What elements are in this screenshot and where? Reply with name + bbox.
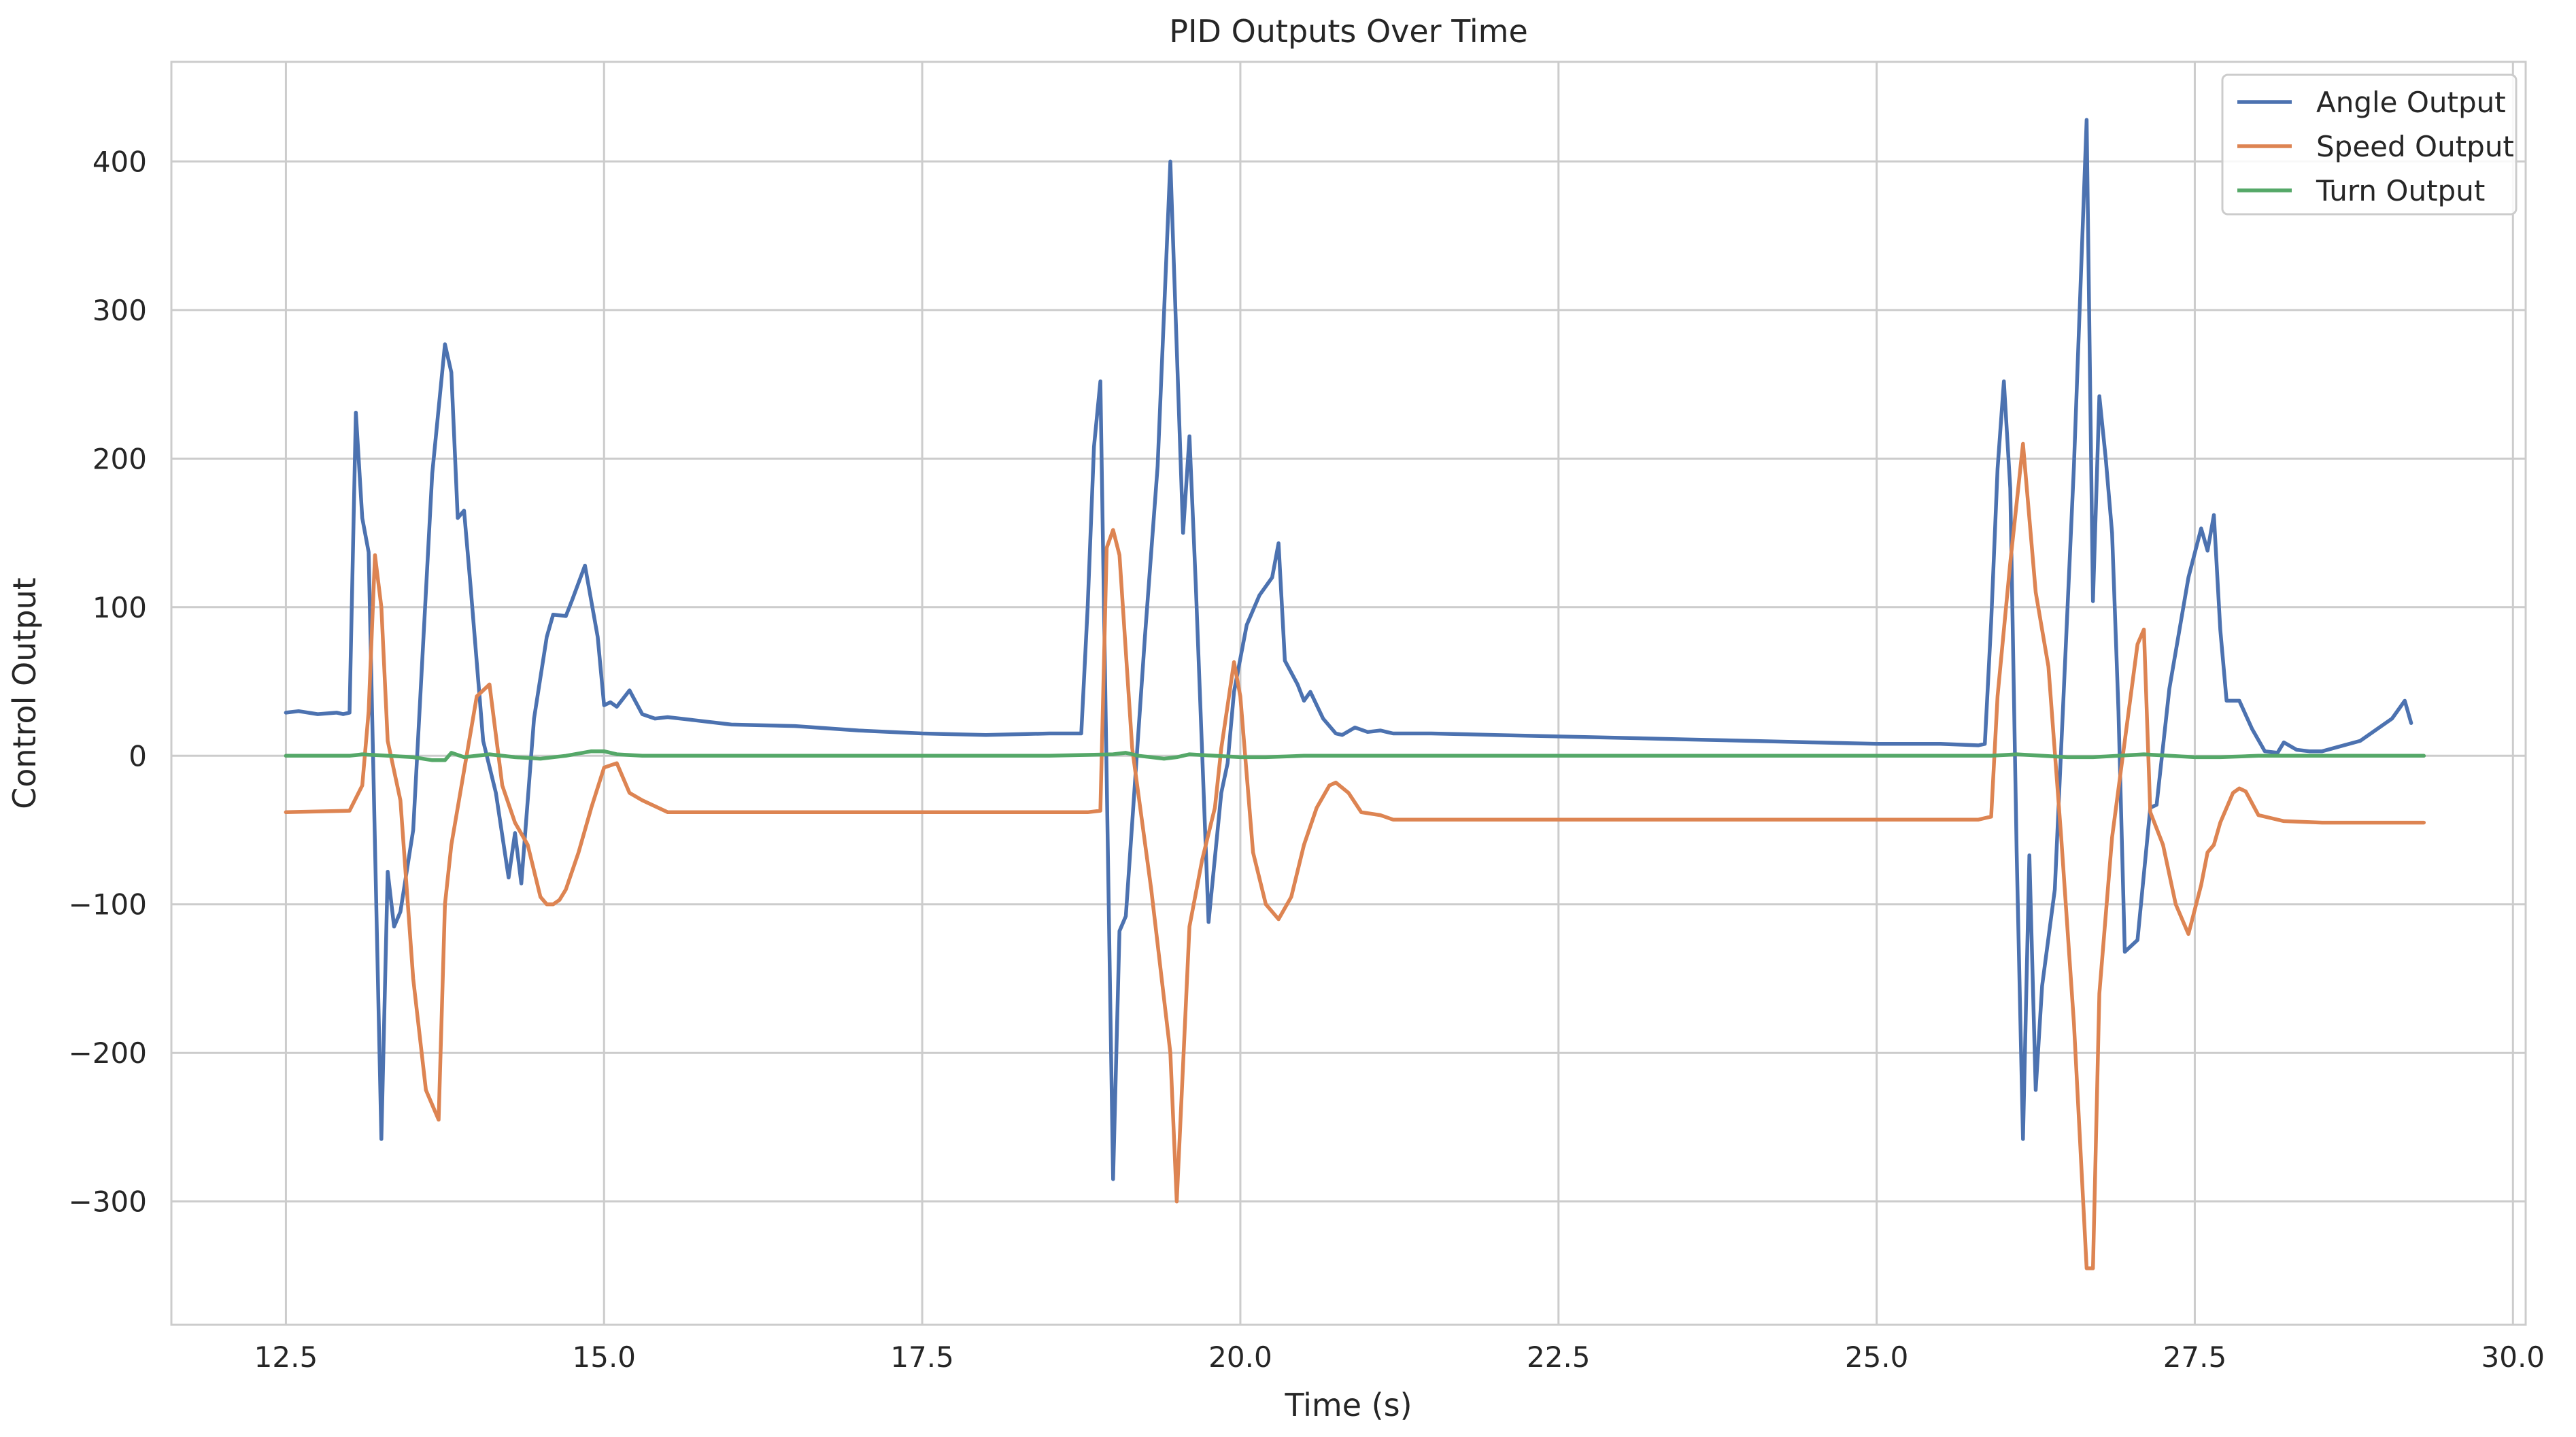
x-tick-label: 20.0 bbox=[1208, 1340, 1272, 1374]
angle-output-line bbox=[284, 118, 2413, 1181]
x-tick-label: 15.0 bbox=[573, 1340, 637, 1374]
x-tick-label: 30.0 bbox=[2481, 1340, 2545, 1374]
grid-layer bbox=[171, 62, 2526, 1325]
legend-label-turn-output: Turn Output bbox=[2316, 174, 2485, 207]
y-tick-label: 100 bbox=[92, 591, 147, 624]
y-tick-label: −300 bbox=[69, 1185, 147, 1219]
y-tick-label: 0 bbox=[129, 739, 147, 773]
x-axis-title: Time (s) bbox=[1284, 1387, 1412, 1423]
y-axis-title: Control Output bbox=[6, 577, 43, 809]
series-layer bbox=[284, 118, 2426, 1270]
x-tick-label: 25.0 bbox=[1845, 1340, 1909, 1374]
x-tick-label: 12.5 bbox=[254, 1340, 318, 1374]
legend-box bbox=[2221, 73, 2518, 216]
y-tick-label: 200 bbox=[92, 442, 147, 475]
y-tick-label: −100 bbox=[69, 888, 147, 922]
turn-output-line bbox=[284, 749, 2426, 762]
legend: Angle Output Speed Output Turn Output bbox=[2221, 73, 2518, 216]
legend-label-speed-output: Speed Output bbox=[2316, 130, 2514, 163]
y-tick-label: 400 bbox=[92, 145, 147, 178]
chart-title: PID Outputs Over Time bbox=[1169, 13, 1528, 50]
y-tick-label: −200 bbox=[69, 1036, 147, 1070]
y-tick-label: 300 bbox=[92, 294, 147, 327]
plot-frame bbox=[170, 61, 2527, 1326]
tick-label-layer: 12.5 15.0 17.5 20.0 22.5 25.0 27.5 30.0 −300 −200… bbox=[69, 145, 2545, 1374]
x-tick-label: 22.5 bbox=[1527, 1340, 1591, 1374]
x-tick-label: 27.5 bbox=[2163, 1340, 2227, 1374]
x-tick-label: 17.5 bbox=[890, 1340, 954, 1374]
legend-label-angle-output: Angle Output bbox=[2316, 86, 2506, 119]
speed-output-line bbox=[284, 441, 2426, 1270]
